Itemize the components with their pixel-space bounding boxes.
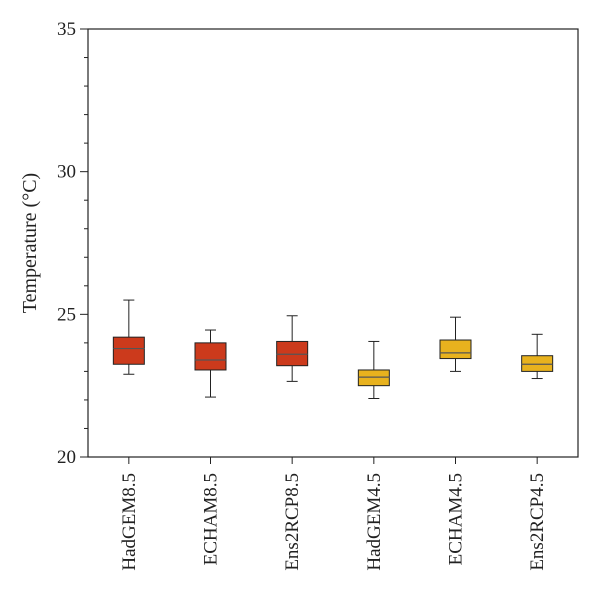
box-echam4-5-body xyxy=(439,339,472,360)
plot-area: 20 25 30 35 HadGEM8.5 ECHAM8.5 Ens2RCP8.5 HadGE… xyxy=(57,19,579,571)
box-ens2rcp4-5-body xyxy=(521,355,554,372)
box-hadgem8-5-body xyxy=(112,336,145,365)
y-axis-title: Temperature (°C) xyxy=(19,173,41,313)
x-category-label: ECHAM4.5 xyxy=(446,473,467,565)
x-category-label: Ens2RCP4.5 xyxy=(527,473,548,571)
y-tick-label: 20 xyxy=(57,447,76,468)
box-hadgem4-5-body xyxy=(357,369,390,387)
x-category-label: ECHAM8.5 xyxy=(201,473,222,565)
y-tick-label: 35 xyxy=(57,19,76,40)
y-tick-label: 30 xyxy=(57,162,76,183)
box-ens2rcp8-5-body xyxy=(276,340,309,367)
x-category-label: HadGEM8.5 xyxy=(119,473,140,571)
plot-frame xyxy=(87,28,579,458)
x-category-label: Ens2RCP8.5 xyxy=(282,473,303,571)
box-echam8-5-body xyxy=(194,342,227,371)
x-category-label: HadGEM4.5 xyxy=(364,473,385,571)
y-tick-label: 25 xyxy=(57,304,76,325)
